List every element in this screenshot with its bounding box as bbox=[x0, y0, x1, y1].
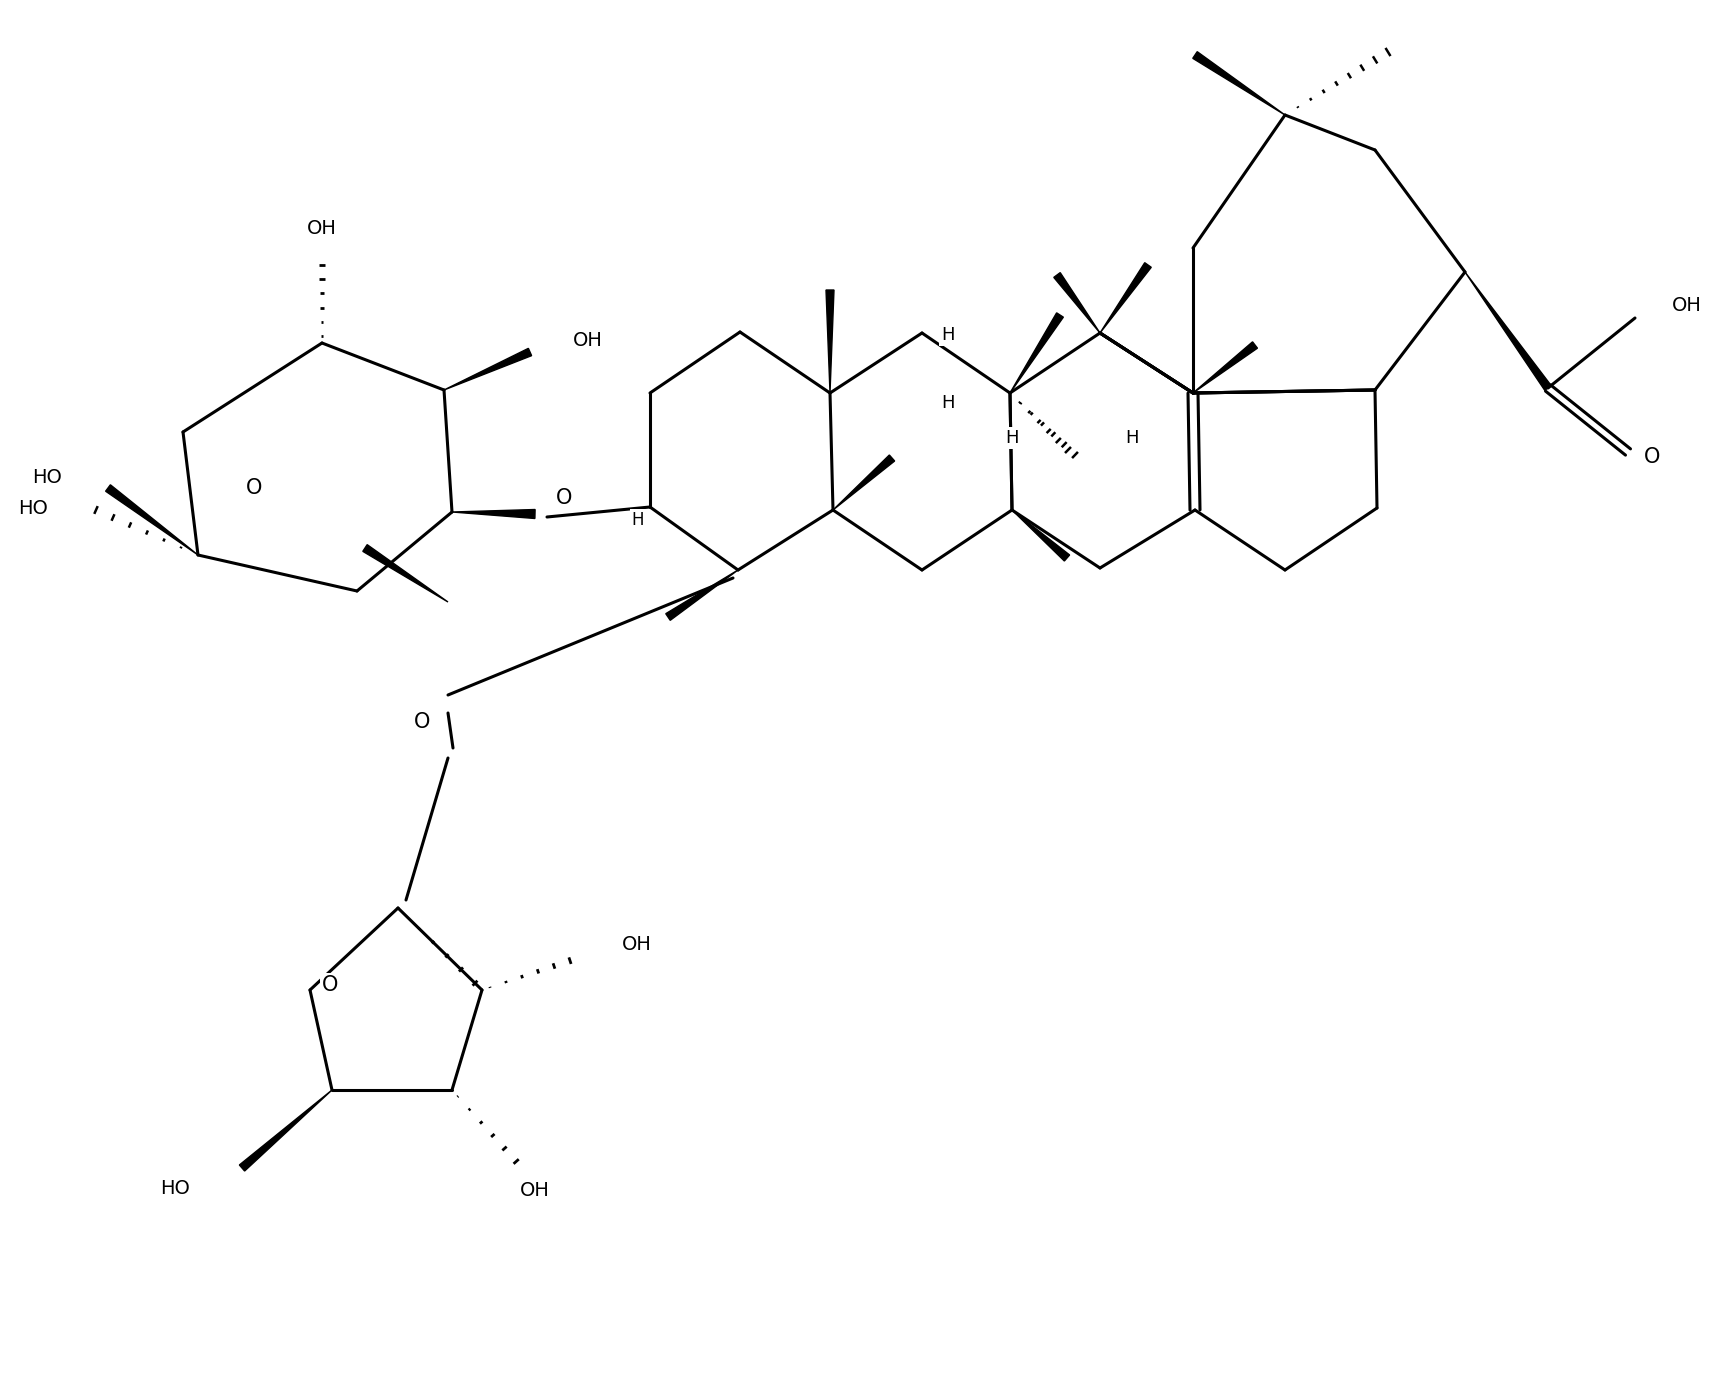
Polygon shape bbox=[1192, 51, 1283, 114]
Text: H: H bbox=[940, 327, 954, 344]
Text: O: O bbox=[556, 488, 572, 508]
Polygon shape bbox=[1010, 313, 1063, 393]
Text: H: H bbox=[632, 511, 644, 529]
Polygon shape bbox=[1053, 273, 1100, 333]
Text: H: H bbox=[1124, 429, 1138, 446]
Text: HO: HO bbox=[17, 499, 48, 518]
Text: HO: HO bbox=[159, 1178, 191, 1197]
Polygon shape bbox=[833, 455, 894, 510]
Polygon shape bbox=[665, 570, 738, 620]
Text: O: O bbox=[1644, 446, 1659, 467]
Text: HO: HO bbox=[33, 467, 62, 486]
Text: H: H bbox=[1005, 429, 1018, 446]
Polygon shape bbox=[452, 510, 535, 518]
Text: OH: OH bbox=[1671, 295, 1701, 314]
Polygon shape bbox=[443, 349, 532, 390]
Polygon shape bbox=[1192, 342, 1257, 393]
Text: OH: OH bbox=[622, 936, 651, 955]
Text: OH: OH bbox=[307, 219, 336, 237]
Text: O: O bbox=[414, 712, 430, 732]
Polygon shape bbox=[239, 1090, 333, 1171]
Text: O: O bbox=[246, 478, 262, 497]
Text: H: H bbox=[940, 394, 954, 412]
Polygon shape bbox=[106, 485, 197, 555]
Polygon shape bbox=[1464, 271, 1550, 390]
Text: OH: OH bbox=[573, 331, 603, 350]
Text: OH: OH bbox=[520, 1181, 549, 1199]
Text: O: O bbox=[322, 976, 338, 995]
Text: H: H bbox=[937, 391, 951, 409]
Polygon shape bbox=[1011, 510, 1069, 561]
Polygon shape bbox=[1100, 263, 1150, 333]
Polygon shape bbox=[826, 289, 833, 393]
Polygon shape bbox=[362, 544, 449, 602]
